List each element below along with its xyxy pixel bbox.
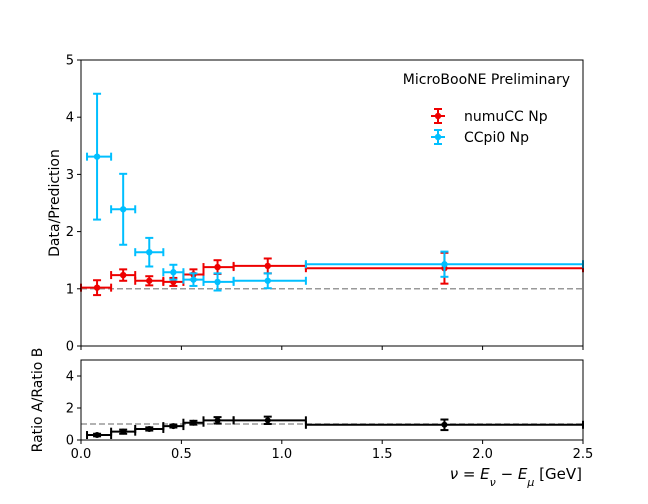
bottom-x-ticks: 0.0 0.5 1.0 1.5 2.0 2.5 bbox=[71, 440, 594, 462]
bottom-data-point bbox=[190, 419, 197, 426]
bottom-panel: 0 2 4 0.0 0.5 1.0 1.5 2.0 2.5 Ratio A/Ratio B ν… bbox=[30, 348, 593, 489]
bottom-ytick-label: 4 bbox=[66, 370, 74, 385]
top-ytick-label: 3 bbox=[66, 168, 74, 183]
bottom-series-0 bbox=[86, 415, 584, 440]
top-ytick-label: 1 bbox=[66, 282, 74, 297]
legend: numuCC Np CCpi0 Np bbox=[431, 108, 548, 146]
top-y-axis-label: Data/Prediction bbox=[47, 149, 63, 257]
top-data-point bbox=[119, 271, 127, 279]
top-series-group bbox=[80, 92, 584, 297]
bottom-ytick-label: 0 bbox=[66, 434, 74, 449]
bottom-data-point bbox=[146, 425, 153, 432]
top-data-point bbox=[93, 153, 101, 160]
top-data-point bbox=[441, 261, 448, 268]
bottom-xtick-label: 1.5 bbox=[372, 447, 393, 462]
bottom-axes-frame bbox=[80, 359, 584, 441]
top-ytick-label: 0 bbox=[66, 340, 74, 355]
bottom-xtick-label: 2.0 bbox=[472, 447, 493, 462]
legend-label: numuCC Np bbox=[464, 109, 548, 125]
legend-marker-dot bbox=[434, 133, 442, 141]
top-data-point bbox=[146, 277, 153, 284]
legend-label: CCpi0 Np bbox=[464, 130, 529, 146]
top-ytick-label: 5 bbox=[66, 54, 74, 69]
bottom-xtick-label: 0.5 bbox=[171, 447, 192, 462]
bottom-ytick-label: 2 bbox=[66, 402, 74, 417]
bottom-series-group bbox=[86, 415, 584, 440]
bottom-data-point bbox=[170, 423, 177, 430]
top-data-point bbox=[93, 284, 101, 291]
top-data-point bbox=[146, 248, 153, 256]
top-data-point bbox=[190, 276, 197, 283]
bottom-y-ticks: 0 2 4 bbox=[66, 370, 81, 449]
top-data-point bbox=[264, 262, 271, 270]
bottom-x-axis-label: ν = Eν − Eμ [GeV] bbox=[450, 465, 582, 489]
bottom-xtick-label: 2.5 bbox=[573, 447, 594, 462]
bottom-y-axis-label: Ratio A/Ratio B bbox=[30, 348, 46, 453]
top-y-ticks: 0 1 2 3 4 5 bbox=[66, 54, 81, 355]
top-x-ticks bbox=[80, 346, 584, 350]
bottom-data-point bbox=[94, 432, 101, 439]
bottom-data-point bbox=[120, 428, 127, 435]
bottom-data-point bbox=[214, 417, 221, 424]
top-ytick-label: 2 bbox=[66, 225, 74, 240]
top-ytick-label: 4 bbox=[66, 111, 74, 126]
top-data-point bbox=[264, 277, 271, 284]
bottom-xtick-label: 1.0 bbox=[271, 447, 292, 462]
top-data-point bbox=[214, 278, 221, 286]
legend-marker-dot bbox=[434, 112, 442, 120]
top-data-point bbox=[119, 206, 127, 213]
top-series-1 bbox=[86, 92, 584, 292]
top-annotation: MicroBooNE Preliminary bbox=[403, 72, 570, 88]
top-panel: 0 1 2 3 4 5 MicroBooNE Preliminary Data/Predi… bbox=[47, 54, 584, 355]
top-axes-frame bbox=[80, 59, 584, 347]
top-data-point bbox=[170, 269, 177, 276]
bottom-data-point bbox=[264, 417, 271, 424]
top-data-point bbox=[214, 263, 221, 271]
bottom-data-point bbox=[441, 421, 448, 428]
bottom-xtick-label: 0.0 bbox=[71, 447, 92, 462]
